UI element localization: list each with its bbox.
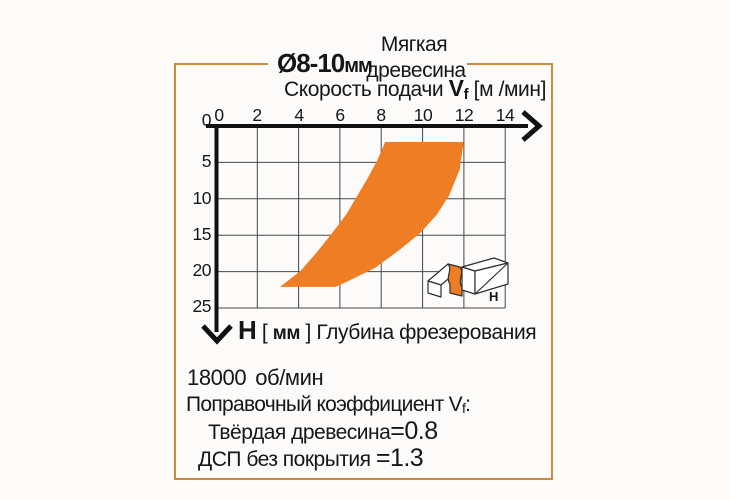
material-line1: Мягкая <box>380 33 448 56</box>
y-bracket-close: ] <box>300 321 317 344</box>
coeff-vf-symbol: V <box>448 393 463 416</box>
border-gap-mask <box>268 56 467 71</box>
x-axis-title-text: Скорость подачи <box>283 78 449 101</box>
hardwood-coefficient-row: Твёрдая древесина=0.8 <box>208 419 438 444</box>
tool-size-label: Ø8-10мм <box>277 48 373 78</box>
tool-size-unit: мм <box>344 55 373 77</box>
spindle-speed: 18000 об/мин <box>187 365 324 390</box>
chipboard-value: =1.3 <box>375 444 424 472</box>
x-axis-title: Скорость подачи Vf [м /мин] <box>283 75 547 103</box>
hardwood-value: =0.8 <box>390 417 438 445</box>
x-axis-unit: [м /мин] <box>468 78 547 101</box>
rpm-value: 18000 <box>187 365 247 390</box>
coeff-label: Поправочный коэффициент <box>186 393 449 416</box>
y-axis-unit: мм <box>272 323 301 344</box>
coeff-colon: : <box>465 393 471 416</box>
correction-coefficient-heading: Поправочный коэффициент Vf: <box>186 393 471 416</box>
chipboard-label: ДСП без покрытия <box>198 448 376 471</box>
material-line2: древесина <box>366 59 466 82</box>
coeff-vf-subscript: f <box>461 400 466 416</box>
vf-symbol: V <box>448 75 464 101</box>
chipboard-coefficient-row: ДСП без покрытия =1.3 <box>198 444 424 472</box>
h-symbol: H <box>238 315 257 345</box>
y-axis-title: H [ мм ] Глубина фрезерования <box>238 315 537 345</box>
y-bracket-open: [ <box>256 321 273 344</box>
hardwood-label: Твёрдая древесина <box>208 421 391 444</box>
panel-border <box>174 63 553 480</box>
y-axis-title-text: Глубина фрезерования <box>316 321 537 344</box>
tool-size-value: Ø8-10 <box>277 48 345 78</box>
vf-subscript: f <box>463 86 469 103</box>
rpm-unit: об/мин <box>255 365 324 390</box>
